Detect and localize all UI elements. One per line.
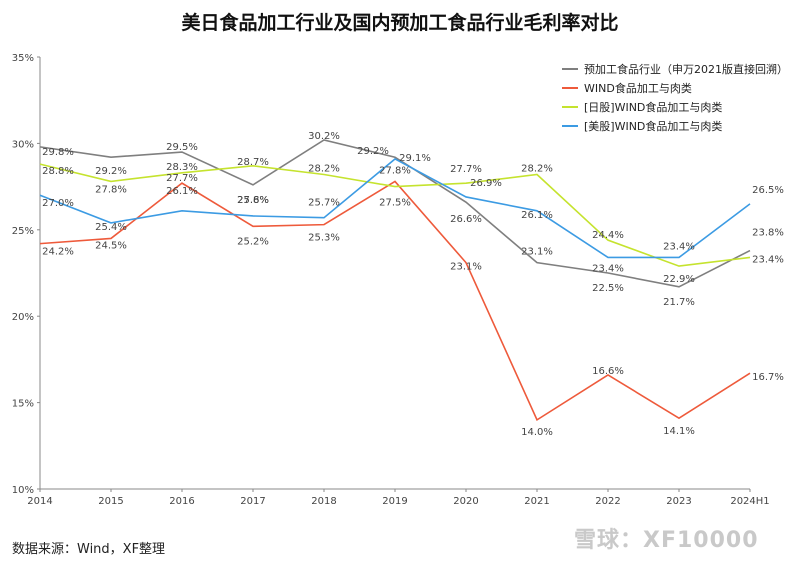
x-tick-label: 2022: [595, 496, 620, 507]
data-label: 26.1%: [521, 210, 553, 221]
chart-title: 美日食品加工行业及国内预加工食品行业毛利率对比: [181, 12, 619, 34]
data-label: 28.2%: [308, 164, 340, 175]
data-label: 22.9%: [663, 274, 695, 285]
x-tick-label: 2019: [382, 496, 407, 507]
data-label: 29.1%: [399, 153, 431, 164]
data-label: 25.7%: [308, 198, 340, 209]
legend-entry: [美股]WIND食品加工与肉类: [584, 119, 722, 133]
data-label: 28.3%: [166, 162, 198, 173]
data-label: 22.5%: [592, 283, 624, 294]
data-label: 23.1%: [521, 247, 553, 258]
series-line-1: [39, 139, 751, 288]
data-label: 26.9%: [470, 178, 502, 189]
y-tick-label: 25%: [12, 226, 34, 237]
data-label: 23.8%: [752, 228, 784, 239]
data-label: 29.5%: [166, 142, 198, 153]
legend-entry: [日股]WIND食品加工与肉类: [584, 100, 722, 114]
data-label: 26.6%: [450, 214, 482, 225]
data-label: 25.4%: [95, 222, 127, 233]
series-line-4: [39, 157, 751, 259]
data-label: 24.2%: [42, 247, 74, 258]
source-note: 数据来源：Wind，XF整理: [12, 542, 166, 557]
data-label: 24.4%: [592, 230, 624, 241]
data-label: 23.4%: [663, 241, 695, 252]
data-label: 27.7%: [166, 173, 198, 184]
data-label: 25.8%: [237, 195, 269, 206]
y-tick-label: 30%: [12, 139, 34, 150]
data-label: 26.5%: [752, 185, 784, 196]
x-tick-label: 2018: [311, 496, 336, 507]
data-label: 23.4%: [592, 263, 624, 274]
y-tick-label: 10%: [12, 485, 34, 496]
data-label: 16.6%: [592, 366, 624, 377]
x-tick-label: 2024H1: [730, 496, 769, 507]
series-line-2: [39, 180, 751, 422]
data-label: 28.2%: [521, 164, 553, 175]
data-label: 25.3%: [308, 233, 340, 244]
data-label: 14.1%: [663, 426, 695, 437]
series-line-3: [39, 163, 751, 267]
data-label: 28.7%: [237, 157, 269, 168]
data-label: 30.2%: [308, 131, 340, 142]
x-tick-label: 2020: [453, 496, 478, 507]
data-label: 29.2%: [357, 146, 389, 157]
x-tick-label: 2016: [169, 496, 194, 507]
data-label: 21.7%: [663, 297, 695, 308]
data-label: 29.2%: [95, 166, 127, 177]
data-label: 28.8%: [42, 166, 74, 177]
data-label: 27.6%: [237, 195, 269, 206]
watermark: 雪球：XF10000: [574, 528, 759, 553]
y-tick-label: 35%: [12, 53, 34, 64]
data-label: 16.7%: [752, 372, 784, 383]
data-label: 27.0%: [42, 198, 74, 209]
legend-entry: WIND食品加工与肉类: [584, 81, 692, 95]
x-tick-label: 2021: [524, 496, 549, 507]
data-label: 24.5%: [95, 240, 127, 251]
data-label: 14.0%: [521, 427, 553, 438]
y-tick-label: 20%: [12, 312, 34, 323]
legend-entry: 预加工食品行业（申万2021版直接回溯）: [584, 62, 788, 76]
data-label: 27.7%: [450, 164, 482, 175]
data-label: 25.2%: [237, 236, 269, 247]
data-label: 23.1%: [450, 262, 482, 273]
x-tick-label: 2014: [27, 496, 52, 507]
data-label: 27.8%: [379, 165, 411, 176]
data-label: 29.8%: [42, 147, 74, 158]
y-tick-label: 15%: [12, 399, 34, 410]
data-label: 26.1%: [166, 186, 198, 197]
data-label: 27.5%: [379, 198, 411, 209]
x-tick-label: 2017: [240, 496, 265, 507]
data-label: 27.8%: [95, 184, 127, 195]
data-label: 23.4%: [752, 254, 784, 265]
x-tick-label: 2015: [98, 496, 123, 507]
line-chart: 10% 15% 20% 25% 30% 35% 2014 2015 2016 2017 2018 20…: [12, 53, 788, 507]
x-tick-label: 2023: [666, 496, 691, 507]
